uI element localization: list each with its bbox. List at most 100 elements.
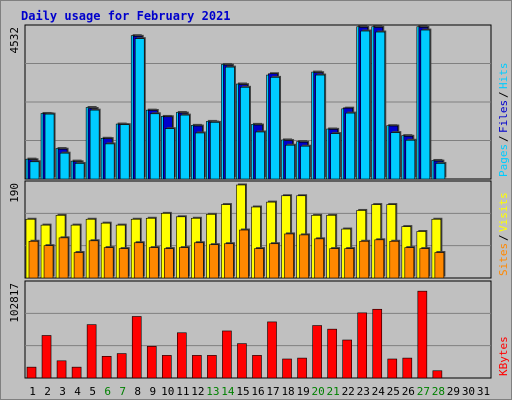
bar-sites-day-10	[163, 248, 174, 279]
bar-pages-day-14	[225, 66, 235, 180]
bar-kbytes-day-8	[131, 316, 142, 379]
x-label-day-16: 16	[251, 385, 264, 398]
bar-sites-day-27	[419, 248, 430, 279]
x-label-day-6: 6	[104, 385, 111, 398]
bar-sites-day-1	[28, 240, 39, 279]
x-label-day-8: 8	[134, 385, 141, 398]
bar-kbytes-day-20	[312, 325, 322, 379]
legend-kbytes: KBytes	[497, 336, 510, 376]
bar-pages-day-13	[210, 122, 220, 180]
bar-sites-day-14	[224, 243, 234, 279]
x-label-day-11: 11	[176, 385, 189, 398]
x-label-day-17: 17	[266, 385, 279, 398]
bar-kbytes-day-15	[237, 343, 247, 379]
bar-sites-day-17	[269, 243, 279, 279]
bar-sites-day-13	[209, 244, 219, 279]
bar-kbytes-day-6	[101, 355, 112, 379]
x-label-day-12: 12	[191, 385, 204, 398]
bar-kbytes-day-28	[432, 370, 443, 379]
bar-kbytes-day-3	[56, 360, 67, 379]
x-label-day-20: 20	[312, 385, 325, 398]
x-label-day-14: 14	[221, 385, 235, 398]
bar-pages-day-17	[270, 77, 280, 180]
x-label-day-1: 1	[29, 385, 36, 398]
bar-pages-day-1	[29, 161, 40, 180]
bar-sites-day-26	[404, 247, 415, 279]
bar-pages-day-4	[74, 163, 85, 180]
x-label-day-10: 10	[161, 385, 174, 398]
bar-sites-day-15	[239, 229, 249, 279]
bar-sites-day-22	[344, 248, 354, 279]
x-label-day-25: 25	[387, 385, 400, 398]
bar-pages-day-28	[435, 163, 446, 180]
bar-kbytes-day-14	[222, 330, 232, 379]
bar-sites-day-20	[314, 238, 324, 279]
bar-sites-day-5	[88, 240, 99, 279]
x-label-day-4: 4	[74, 385, 81, 398]
legend-separator: /	[497, 135, 510, 142]
bar-kbytes-day-11	[177, 332, 187, 379]
x-label-day-9: 9	[149, 385, 156, 398]
bar-sites-day-21	[329, 248, 339, 279]
bar-sites-day-23	[359, 240, 370, 279]
legend-separator: /	[497, 234, 510, 241]
max-label-visits-sites: 190	[8, 183, 21, 203]
x-label-day-28: 28	[432, 385, 445, 398]
bar-pages-day-6	[104, 143, 115, 180]
x-label-day-3: 3	[59, 385, 66, 398]
legend-visits: Visits	[497, 192, 510, 232]
bar-sites-day-28	[434, 252, 445, 279]
bar-sites-day-8	[133, 242, 144, 279]
bar-pages-day-23	[360, 30, 371, 180]
bar-kbytes-day-25	[387, 358, 398, 379]
x-label-day-29: 29	[447, 385, 460, 398]
bar-kbytes-day-27	[417, 290, 428, 379]
bar-kbytes-day-7	[116, 353, 127, 379]
bar-sites-day-6	[103, 247, 114, 279]
bar-kbytes-day-24	[372, 308, 383, 379]
bar-kbytes-day-16	[252, 355, 262, 379]
bar-pages-day-19	[300, 145, 310, 180]
bar-pages-day-24	[375, 31, 386, 180]
x-label-day-23: 23	[357, 385, 370, 398]
bar-pages-day-5	[89, 109, 100, 180]
x-label-day-7: 7	[119, 385, 126, 398]
bar-pages-day-18	[285, 144, 295, 180]
bar-kbytes-day-18	[282, 358, 292, 379]
x-label-day-5: 5	[89, 385, 96, 398]
bar-pages-day-12	[195, 132, 205, 180]
bar-sites-day-3	[58, 237, 69, 279]
x-label-day-19: 19	[296, 385, 309, 398]
bar-pages-day-7	[119, 124, 130, 180]
bar-kbytes-day-2	[41, 335, 52, 379]
legend-sites: Sites	[497, 243, 510, 276]
x-label-day-13: 13	[206, 385, 219, 398]
bar-kbytes-day-17	[267, 321, 277, 379]
bar-kbytes-day-10	[161, 355, 172, 379]
bar-pages-day-3	[59, 152, 70, 180]
bar-kbytes-day-21	[327, 328, 337, 379]
bar-pages-day-11	[180, 114, 190, 180]
bar-sites-day-2	[43, 245, 54, 279]
bar-kbytes-day-4	[71, 366, 82, 379]
x-label-day-22: 22	[342, 385, 355, 398]
bar-pages-day-22	[345, 112, 355, 180]
bar-pages-day-8	[134, 38, 145, 180]
bar-pages-day-27	[420, 29, 431, 180]
x-label-day-30: 30	[462, 385, 475, 398]
bar-kbytes-day-19	[297, 357, 307, 379]
bar-sites-day-24	[374, 239, 385, 279]
legend-hits: Hits	[497, 63, 510, 90]
x-label-day-26: 26	[402, 385, 415, 398]
x-label-day-15: 15	[236, 385, 249, 398]
legend-files: Files	[497, 100, 510, 133]
bar-sites-day-4	[73, 252, 84, 279]
bar-kbytes-day-5	[86, 324, 97, 379]
bar-sites-day-25	[389, 240, 400, 279]
bar-pages-day-16	[255, 131, 265, 180]
bar-pages-day-25	[390, 132, 401, 180]
bar-pages-day-26	[405, 139, 416, 180]
x-label-day-21: 21	[327, 385, 340, 398]
x-label-day-18: 18	[281, 385, 294, 398]
bar-pages-day-20	[315, 74, 325, 180]
